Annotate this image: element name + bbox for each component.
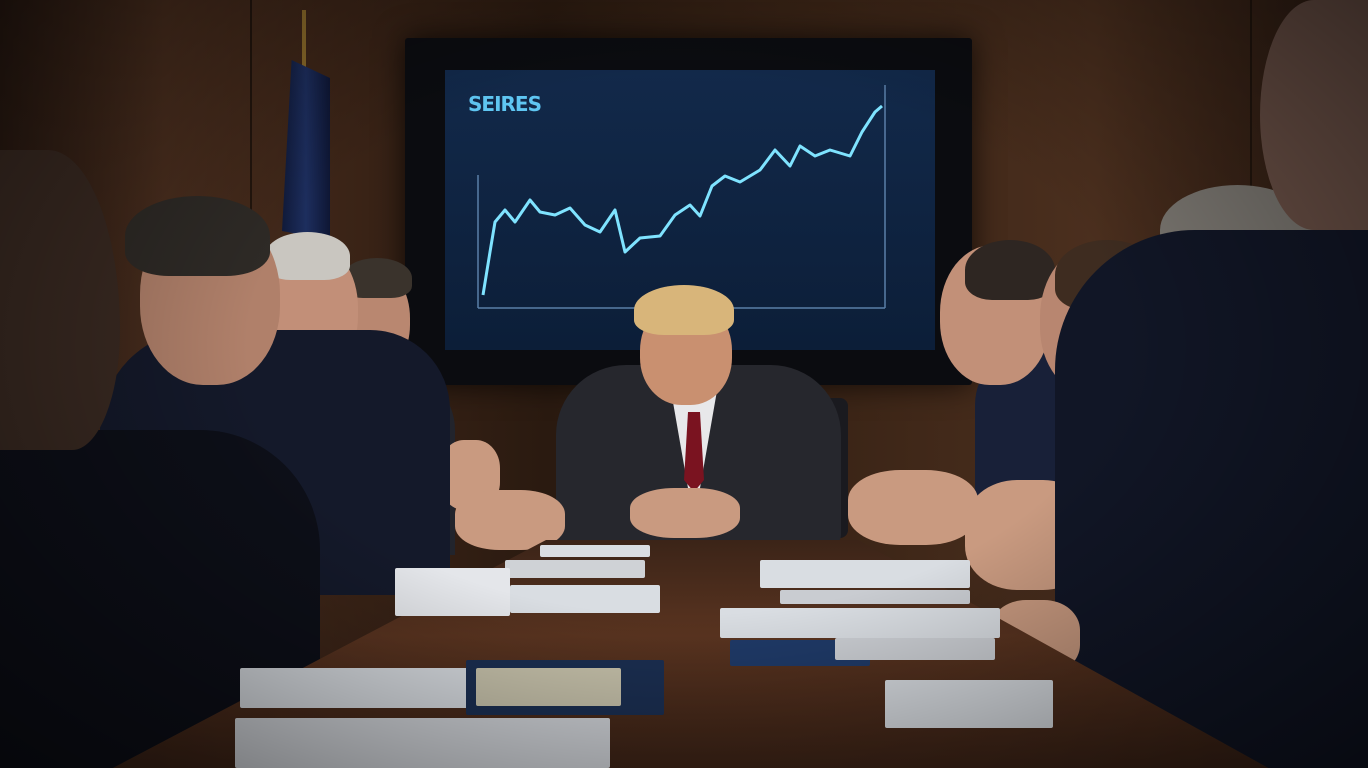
document — [760, 560, 970, 588]
document — [476, 668, 621, 706]
document — [235, 718, 610, 768]
hair — [125, 196, 270, 276]
document — [780, 590, 970, 604]
document — [240, 668, 470, 708]
document — [505, 560, 645, 578]
document — [885, 680, 1053, 728]
chart-line — [481, 104, 883, 296]
document — [395, 568, 510, 616]
document — [510, 585, 660, 613]
clasped-hands — [630, 488, 740, 538]
hand — [848, 470, 978, 545]
document — [540, 545, 650, 557]
hair — [965, 240, 1055, 300]
document — [720, 608, 1000, 638]
hair — [634, 285, 734, 335]
document — [835, 638, 995, 660]
person-head — [1260, 0, 1368, 230]
